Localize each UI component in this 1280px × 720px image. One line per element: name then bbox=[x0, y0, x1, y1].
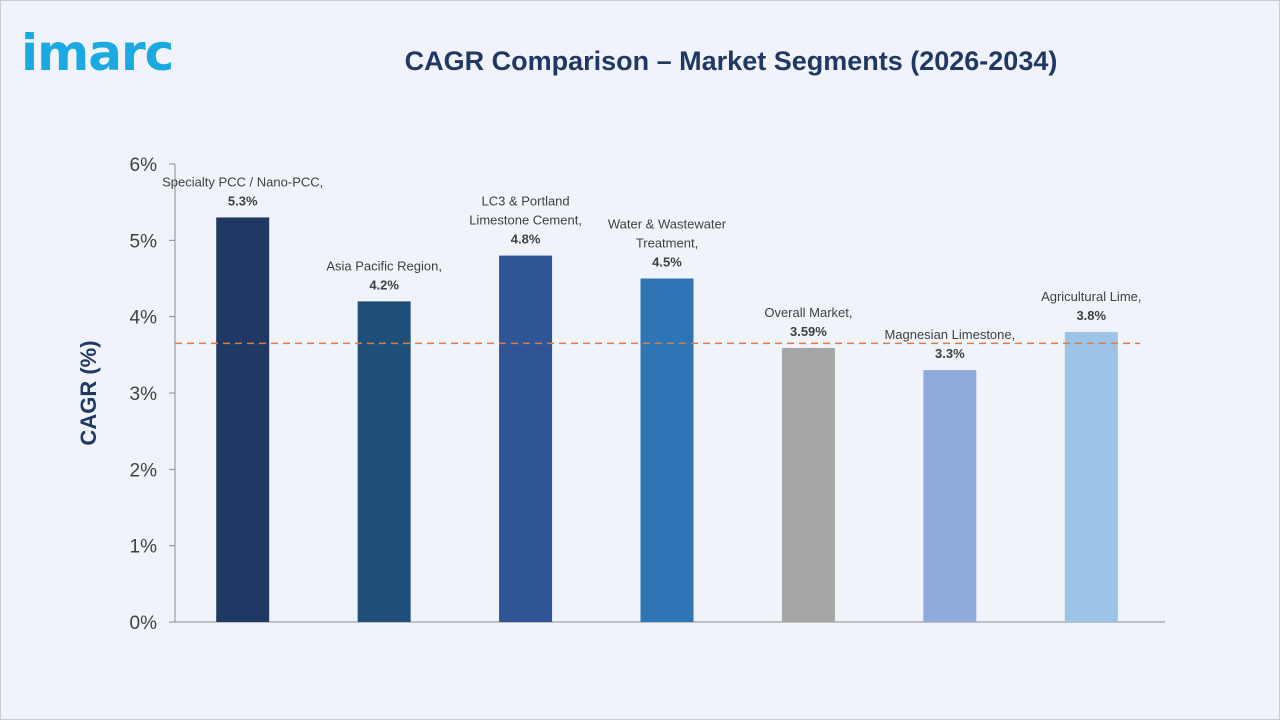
data-label-category: Water & Wastewater bbox=[608, 217, 727, 232]
data-label-value: 4.2% bbox=[369, 277, 399, 292]
data-label-3: LC3 & Portland Limestone Cement, 4.8% bbox=[469, 194, 582, 247]
data-label-category: Treatment, bbox=[636, 236, 698, 251]
data-label-category: Overall Market, bbox=[764, 305, 852, 320]
data-label-value: 3.8% bbox=[1076, 308, 1106, 323]
bar-5 bbox=[781, 347, 835, 622]
bar-7 bbox=[1064, 331, 1118, 622]
bar-1 bbox=[216, 217, 270, 622]
y-tick-label: 1% bbox=[130, 537, 158, 558]
data-label-category: Limestone Cement, bbox=[469, 213, 582, 228]
y-tick-label: 3% bbox=[130, 384, 158, 405]
y-tick-label: 2% bbox=[130, 460, 158, 481]
data-label-7: Agricultural Lime, 3.8% bbox=[1041, 289, 1141, 323]
data-label-category: LC3 & Portland bbox=[481, 194, 569, 209]
data-label-value: 4.5% bbox=[652, 255, 682, 270]
y-tick-label: 6% bbox=[130, 155, 158, 176]
y-tick-label: 5% bbox=[130, 231, 158, 252]
data-label-2: Asia Pacific Region, 4.2% bbox=[326, 258, 442, 292]
y-tick-label: 4% bbox=[130, 308, 158, 329]
chart-title: CAGR Comparison – Market Segments (2026-… bbox=[404, 46, 1058, 76]
data-label-4: Water & Wastewater Treatment, 4.5% bbox=[608, 217, 727, 270]
data-label-category: Specialty PCC / Nano-PCC, bbox=[162, 174, 323, 189]
data-label-value: 3.3% bbox=[935, 346, 965, 361]
data-label-category: Agricultural Lime, bbox=[1041, 289, 1141, 304]
data-label-value: 3.59% bbox=[790, 324, 827, 339]
data-label-6: Magnesian Limestone, 3.3% bbox=[884, 327, 1015, 361]
bar-6 bbox=[923, 370, 977, 622]
data-label-value: 5.3% bbox=[228, 193, 258, 208]
bar-3 bbox=[499, 255, 553, 622]
bar-2 bbox=[357, 301, 411, 622]
y-axis-label: CAGR (%) bbox=[76, 340, 101, 445]
data-label-1: Specialty PCC / Nano-PCC, 5.3% bbox=[162, 174, 323, 208]
y-tick-label: 0% bbox=[130, 613, 158, 634]
data-label-value: 4.8% bbox=[511, 232, 541, 247]
data-label-category: Magnesian Limestone, bbox=[884, 327, 1015, 342]
data-label-5: Overall Market, 3.59% bbox=[764, 305, 852, 339]
imarc-logo: imarc bbox=[21, 24, 174, 82]
data-label-category: Asia Pacific Region, bbox=[326, 258, 442, 273]
bar-4 bbox=[640, 278, 694, 622]
